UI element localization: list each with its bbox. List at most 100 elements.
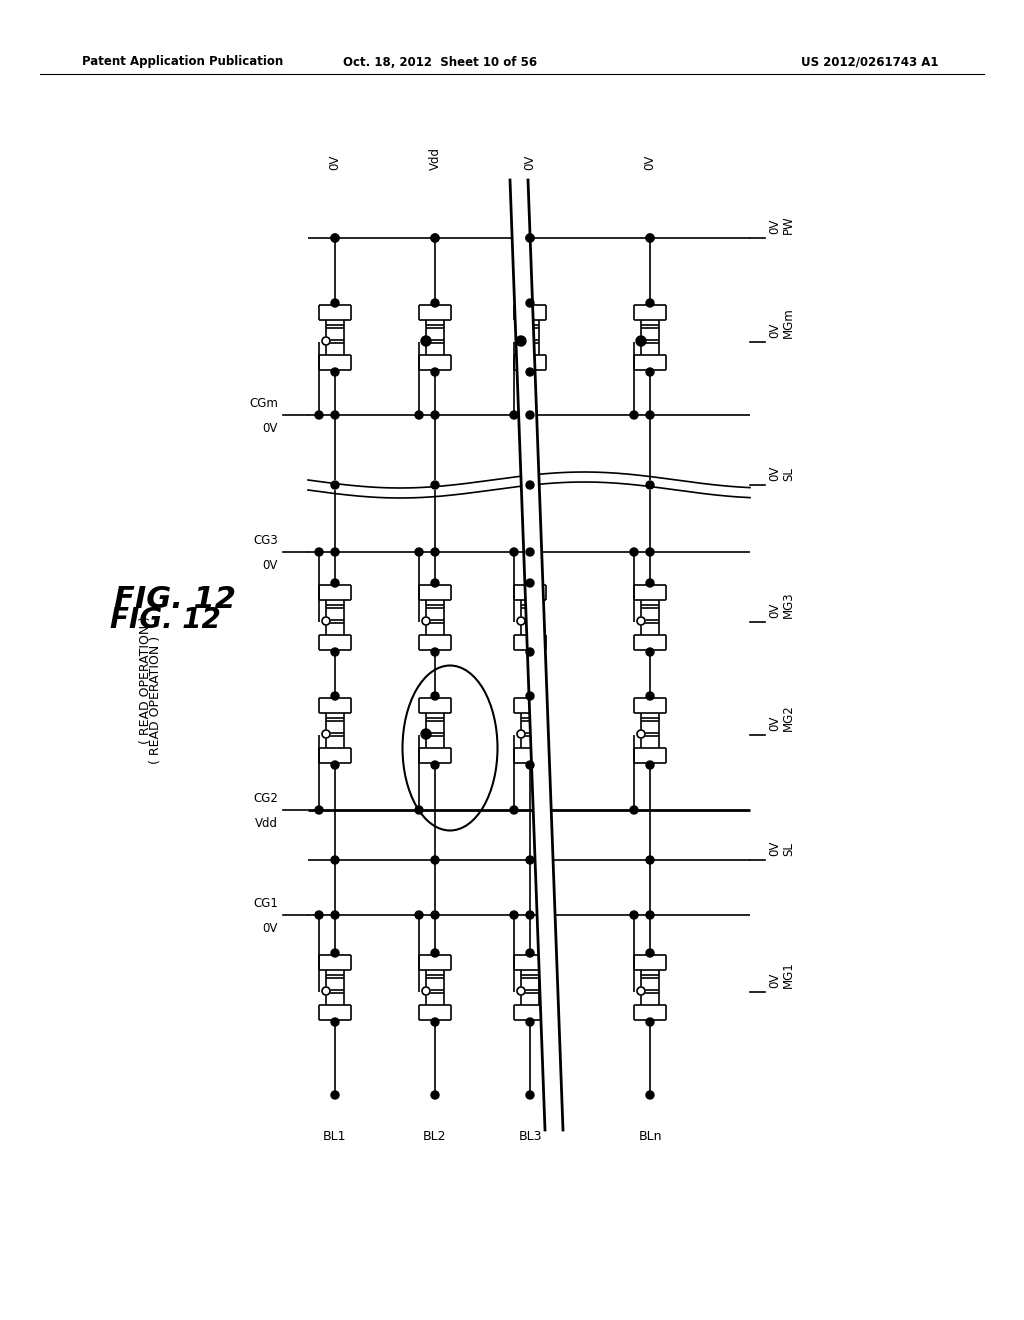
Circle shape <box>315 548 323 556</box>
Text: 0V: 0V <box>768 715 781 731</box>
Text: BL3: BL3 <box>518 1130 542 1143</box>
Text: Vdd: Vdd <box>428 147 441 170</box>
Circle shape <box>415 548 423 556</box>
Circle shape <box>526 762 534 770</box>
Text: 0V: 0V <box>643 154 656 170</box>
Circle shape <box>322 730 330 738</box>
Circle shape <box>315 911 323 919</box>
Circle shape <box>322 337 330 345</box>
Circle shape <box>526 300 534 308</box>
Text: US 2012/0261743 A1: US 2012/0261743 A1 <box>801 55 939 69</box>
Circle shape <box>526 368 534 376</box>
Circle shape <box>516 337 526 346</box>
Circle shape <box>315 807 323 814</box>
Circle shape <box>331 855 339 865</box>
Circle shape <box>431 762 439 770</box>
Circle shape <box>431 692 439 700</box>
Circle shape <box>431 1018 439 1026</box>
Circle shape <box>510 911 518 919</box>
Circle shape <box>331 692 339 700</box>
Circle shape <box>630 911 638 919</box>
Circle shape <box>431 411 439 418</box>
Circle shape <box>422 987 430 995</box>
Circle shape <box>646 480 654 488</box>
Circle shape <box>526 548 534 556</box>
Circle shape <box>526 480 534 488</box>
Circle shape <box>517 616 525 624</box>
Circle shape <box>331 579 339 587</box>
Text: ( READ OPERATION ): ( READ OPERATION ) <box>138 616 152 744</box>
Text: 0V: 0V <box>768 841 781 855</box>
Circle shape <box>431 579 439 587</box>
Circle shape <box>646 368 654 376</box>
Circle shape <box>636 337 646 346</box>
Circle shape <box>526 692 534 700</box>
Circle shape <box>422 616 430 624</box>
Circle shape <box>421 337 431 346</box>
Circle shape <box>322 987 330 995</box>
Text: Vdd: Vdd <box>255 817 278 830</box>
Text: 0V: 0V <box>768 973 781 987</box>
Circle shape <box>331 234 339 242</box>
Circle shape <box>646 949 654 957</box>
Circle shape <box>431 855 439 865</box>
Circle shape <box>646 1018 654 1026</box>
Text: 0V: 0V <box>329 154 341 170</box>
Text: MGm: MGm <box>782 308 795 338</box>
Circle shape <box>322 616 330 624</box>
Circle shape <box>646 762 654 770</box>
Text: BL2: BL2 <box>423 1130 446 1143</box>
Circle shape <box>646 692 654 700</box>
Circle shape <box>415 807 423 814</box>
Circle shape <box>646 548 654 556</box>
Circle shape <box>637 987 645 995</box>
Text: ( READ OPERATION ): ( READ OPERATION ) <box>148 636 162 764</box>
Circle shape <box>526 911 534 919</box>
Circle shape <box>646 1092 654 1100</box>
Circle shape <box>646 234 654 242</box>
Circle shape <box>331 949 339 957</box>
Circle shape <box>431 911 439 919</box>
Circle shape <box>646 234 654 242</box>
Circle shape <box>331 762 339 770</box>
Circle shape <box>526 411 534 418</box>
Circle shape <box>331 300 339 308</box>
Text: SL: SL <box>782 842 795 855</box>
Circle shape <box>646 411 654 418</box>
Circle shape <box>331 368 339 376</box>
Text: SL: SL <box>782 467 795 480</box>
Circle shape <box>421 729 431 739</box>
Circle shape <box>431 949 439 957</box>
Circle shape <box>431 1092 439 1100</box>
Text: CGm: CGm <box>249 397 278 411</box>
Circle shape <box>646 579 654 587</box>
Text: 0V: 0V <box>768 603 781 618</box>
Text: FIG. 12: FIG. 12 <box>110 606 220 634</box>
Text: Patent Application Publication: Patent Application Publication <box>82 55 284 69</box>
Circle shape <box>526 579 534 587</box>
Text: MG1: MG1 <box>782 961 795 987</box>
Circle shape <box>510 807 518 814</box>
Circle shape <box>331 411 339 418</box>
Circle shape <box>415 911 423 919</box>
Circle shape <box>431 480 439 488</box>
Circle shape <box>331 234 339 242</box>
Text: MG3: MG3 <box>782 591 795 618</box>
Circle shape <box>510 548 518 556</box>
Circle shape <box>526 1092 534 1100</box>
Circle shape <box>630 807 638 814</box>
Text: Oct. 18, 2012  Sheet 10 of 56: Oct. 18, 2012 Sheet 10 of 56 <box>343 55 537 69</box>
Circle shape <box>315 411 323 418</box>
Circle shape <box>526 855 534 865</box>
Circle shape <box>431 234 439 242</box>
Circle shape <box>331 1092 339 1100</box>
Text: CG2: CG2 <box>253 792 278 805</box>
Circle shape <box>431 300 439 308</box>
Circle shape <box>331 648 339 656</box>
Circle shape <box>630 548 638 556</box>
Circle shape <box>431 648 439 656</box>
Circle shape <box>415 411 423 418</box>
Circle shape <box>517 730 525 738</box>
Circle shape <box>331 911 339 919</box>
Circle shape <box>526 1018 534 1026</box>
